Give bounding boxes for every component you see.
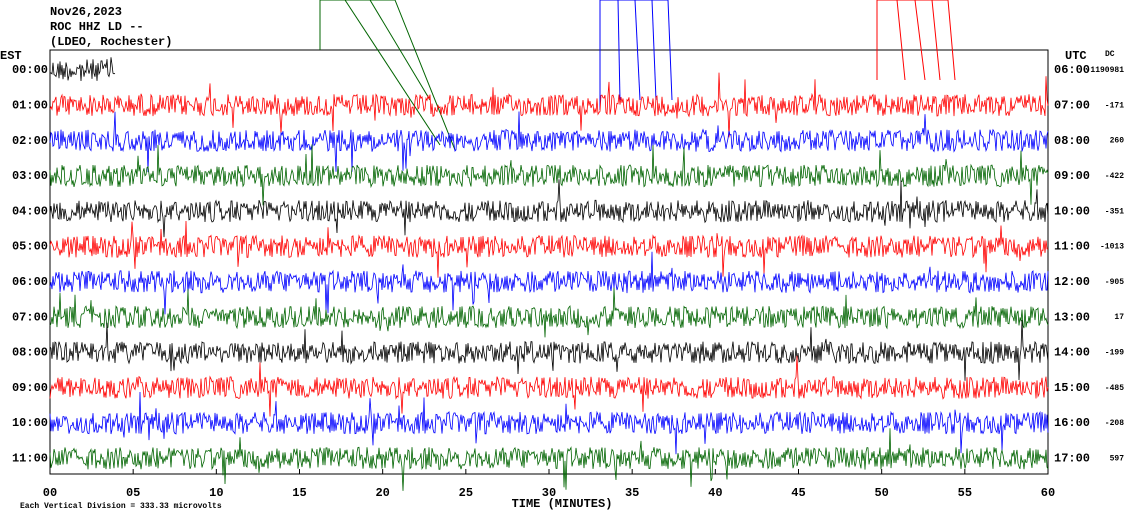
est-label: 04:00 xyxy=(12,204,48,218)
trace xyxy=(49,251,1049,315)
title-line: ROC HHZ LD -- xyxy=(50,20,144,34)
dc-value: -422 xyxy=(1105,172,1124,181)
x-tick-label: 45 xyxy=(791,486,805,500)
x-tick-label: 25 xyxy=(459,486,473,500)
est-label: 10:00 xyxy=(12,416,48,430)
x-tick-label: 35 xyxy=(625,486,639,500)
utc-label: 09:00 xyxy=(1054,169,1090,183)
utc-label: 16:00 xyxy=(1054,416,1090,430)
x-tick-label: 00 xyxy=(43,486,57,500)
dc-value: 17 xyxy=(1114,313,1124,322)
utc-label: 06:00 xyxy=(1054,63,1090,77)
marker xyxy=(914,0,926,81)
x-tick-label: 55 xyxy=(958,486,972,500)
utc-label: 10:00 xyxy=(1054,204,1090,218)
x-axis-label: TIME (MINUTES) xyxy=(512,497,613,511)
trace xyxy=(49,355,1049,417)
est-label: 03:00 xyxy=(12,169,48,183)
title-line: Nov26,2023 xyxy=(50,5,122,19)
utc-label: 11:00 xyxy=(1054,240,1090,254)
utc-label: 12:00 xyxy=(1054,275,1090,289)
utc-label: 15:00 xyxy=(1054,381,1090,395)
right-axis-label: UTC xyxy=(1065,49,1087,63)
dc-label: DC xyxy=(1105,50,1115,59)
utc-label: 17:00 xyxy=(1054,451,1090,465)
x-tick-label: 15 xyxy=(292,486,306,500)
trace xyxy=(49,72,1049,138)
marker xyxy=(369,0,431,101)
x-tick-label: 05 xyxy=(126,486,140,500)
traces xyxy=(49,57,1049,491)
trace xyxy=(49,57,116,82)
utc-label: 13:00 xyxy=(1054,310,1090,324)
dc-value: -1013 xyxy=(1100,243,1124,252)
est-label: 02:00 xyxy=(12,134,48,148)
trace xyxy=(49,179,1049,238)
dc-value: 260 xyxy=(1110,137,1125,146)
dc-value: -1190981 xyxy=(1086,66,1125,75)
marker xyxy=(344,0,441,146)
trace xyxy=(49,220,1049,278)
event-markers xyxy=(319,0,956,151)
dc-value: -905 xyxy=(1105,278,1124,287)
x-tick-label: 30 xyxy=(542,486,556,500)
marker xyxy=(896,0,906,81)
dc-value: 597 xyxy=(1110,454,1125,463)
est-label: 00:00 xyxy=(12,63,48,77)
dc-value: -485 xyxy=(1105,384,1124,393)
marker xyxy=(617,0,621,101)
marker xyxy=(651,0,657,101)
x-tick-label: 10 xyxy=(209,486,223,500)
dc-value: -208 xyxy=(1105,419,1124,428)
est-label: 05:00 xyxy=(12,240,48,254)
title-line: (LDEO, Rochester) xyxy=(50,35,172,49)
marker xyxy=(634,0,641,101)
est-label: 08:00 xyxy=(12,346,48,360)
trace xyxy=(49,391,1049,455)
marker xyxy=(599,0,673,110)
dc-value: -171 xyxy=(1105,101,1124,110)
x-tick-label: 50 xyxy=(874,486,888,500)
utc-label: 14:00 xyxy=(1054,346,1090,360)
marker xyxy=(876,0,956,81)
dc-value: -351 xyxy=(1105,207,1124,216)
est-label: 06:00 xyxy=(12,275,48,289)
trace xyxy=(49,111,1049,173)
x-tick-label: 60 xyxy=(1041,486,1055,500)
marker xyxy=(319,0,456,151)
x-tick-label: 40 xyxy=(708,486,722,500)
footnote: Each Vertical Division = 333.33 microvol… xyxy=(20,502,222,511)
left-axis-label: EST xyxy=(0,49,22,63)
trace xyxy=(49,287,1049,338)
trace xyxy=(49,428,1049,491)
trace xyxy=(49,319,1049,381)
utc-label: 07:00 xyxy=(1054,98,1090,112)
est-label: 09:00 xyxy=(12,381,48,395)
trace xyxy=(49,144,1049,206)
est-label: 11:00 xyxy=(12,451,48,465)
est-label: 01:00 xyxy=(12,98,48,112)
utc-label: 08:00 xyxy=(1054,134,1090,148)
marker xyxy=(931,0,941,81)
dc-value: -199 xyxy=(1105,349,1124,358)
x-tick-label: 20 xyxy=(375,486,389,500)
est-label: 07:00 xyxy=(12,310,48,324)
